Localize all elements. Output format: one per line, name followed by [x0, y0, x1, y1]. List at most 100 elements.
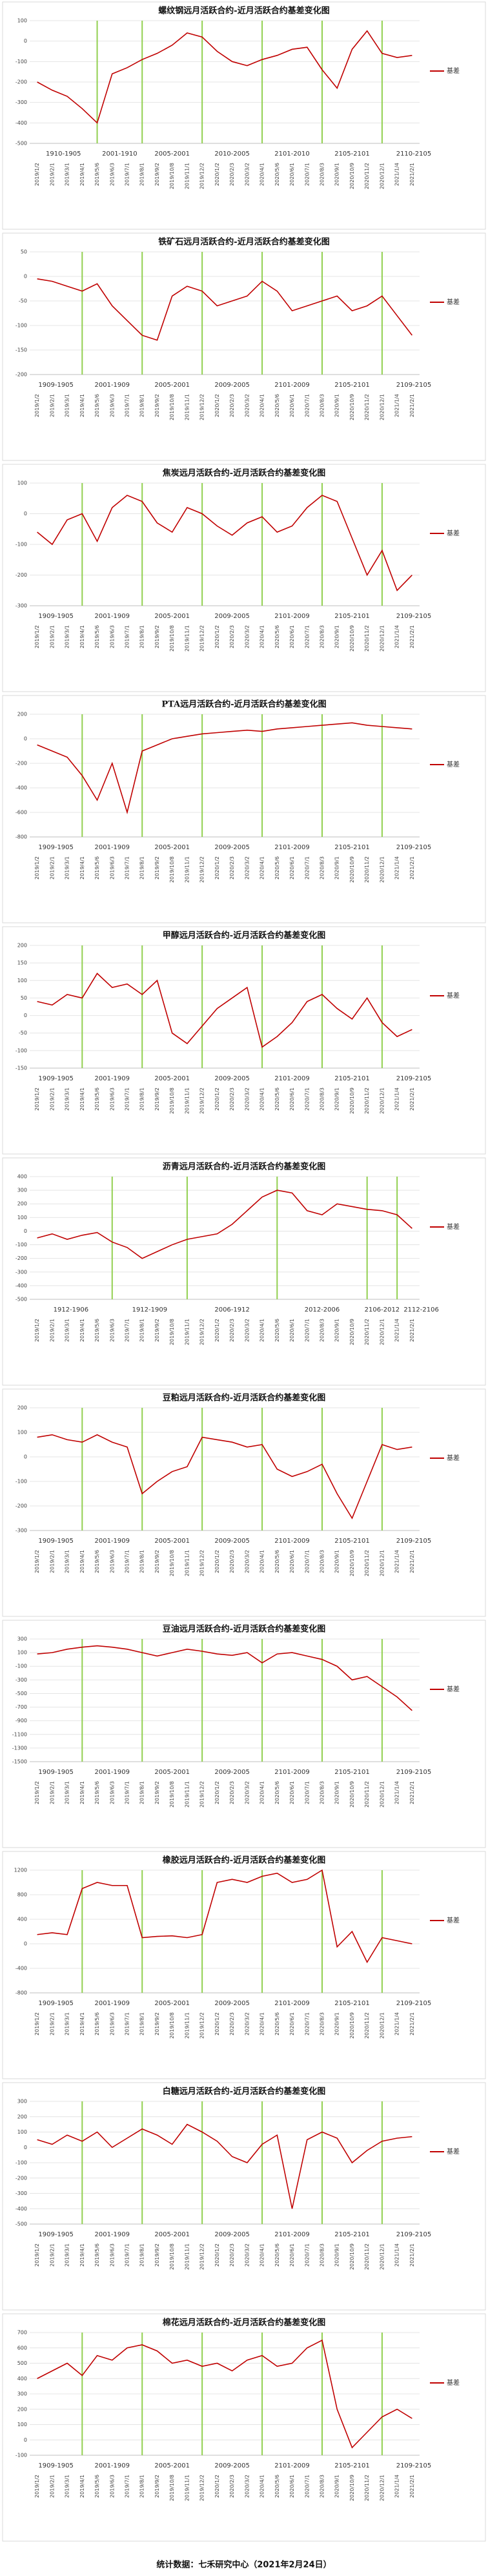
- x-tick-label: 2019/8/1: [139, 2243, 145, 2267]
- x-tick-label: 2020/4/1: [259, 625, 265, 648]
- x-tick-label: 2019/11/1: [184, 856, 190, 883]
- data-line: [37, 2339, 412, 2449]
- x-tick-label: 2019/9/2: [154, 2475, 160, 2498]
- x-tick-label: 2019/7/1: [125, 1781, 130, 1804]
- x-tick-label: 2020/11/2: [364, 1550, 370, 1576]
- x-tick-label: 2019/1/2: [34, 163, 40, 186]
- x-tick-label: 2020/8/3: [320, 1550, 325, 1573]
- y-tick-label: -1300: [12, 1745, 27, 1751]
- x-tick-label: 2019/11/1: [184, 1781, 190, 1808]
- period-label: 2009-2005: [214, 1769, 250, 1776]
- x-tick-label: 2019/8/1: [139, 2012, 145, 2035]
- footer: 统计数据：七禾研究中心（2021年2月24日）: [156, 2560, 331, 2570]
- legend-label: 基差: [447, 67, 460, 75]
- x-tick-label: 2019/10/8: [169, 856, 175, 883]
- period-label: 2101-2009: [274, 382, 310, 389]
- legend-label: 基差: [447, 1222, 460, 1231]
- period-label: 2105-2101: [334, 844, 370, 851]
- x-tick-label: 2020/4/1: [259, 2012, 265, 2035]
- x-tick-label: 2019/2/1: [49, 2243, 55, 2267]
- x-tick-label: 2020/3/2: [244, 163, 250, 186]
- x-tick-label: 2020/12/1: [379, 2475, 385, 2501]
- x-tick-label: 2019/5/6: [94, 1781, 100, 1804]
- y-tick-label: 100: [17, 2129, 27, 2135]
- x-tick-label: 2019/3/1: [65, 1087, 70, 1111]
- period-label: 2109-2105: [396, 1538, 432, 1545]
- period-label: 2009-2005: [214, 1075, 250, 1082]
- period-label: 2109-2105: [396, 382, 432, 389]
- x-tick-label: 2021/2/1: [409, 1087, 415, 1111]
- x-tick-label: 2021/2/1: [409, 163, 415, 186]
- y-tick-label: -500: [15, 1691, 27, 1696]
- x-tick-label: 2020/6/1: [289, 1550, 295, 1573]
- x-tick-label: 2020/3/2: [244, 2243, 250, 2267]
- period-label: 2001-1909: [95, 2231, 130, 2238]
- x-tick-label: 2019/3/1: [65, 1781, 70, 1804]
- period-label: 1909-1905: [38, 382, 74, 389]
- x-tick-label: 2020/8/3: [320, 1781, 325, 1804]
- period-label: 2009-2005: [214, 844, 250, 851]
- x-tick-label: 2019/5/6: [94, 2475, 100, 2498]
- x-tick-label: 2020/2/3: [229, 2475, 235, 2498]
- x-tick-label: 2020/7/1: [304, 2243, 310, 2267]
- x-tick-label: 2020/2/3: [229, 2012, 235, 2035]
- y-tick-label: 400: [17, 2376, 27, 2382]
- x-tick-label: 2020/5/6: [274, 2012, 280, 2035]
- x-tick-label: 2020/1/2: [214, 2012, 220, 2035]
- y-tick-label: -200: [15, 761, 27, 767]
- x-tick-label: 2019/9/2: [154, 163, 160, 186]
- chart-frame: [2, 926, 486, 1155]
- period-label: 2101-2009: [274, 2462, 310, 2469]
- y-tick-label: 0: [24, 274, 27, 280]
- x-tick-label: 2020/3/2: [244, 2012, 250, 2035]
- x-tick-label: 2020/11/2: [364, 856, 370, 883]
- x-tick-label: 2019/3/1: [65, 2475, 70, 2498]
- x-tick-label: 2020/4/1: [259, 1087, 265, 1111]
- x-tick-label: 2019/6/3: [109, 163, 115, 186]
- y-tick-label: -400: [15, 785, 27, 791]
- x-tick-label: 2019/5/6: [94, 2243, 100, 2267]
- x-tick-label: 2020/9/1: [334, 2243, 340, 2267]
- x-tick-label: 2020/10/9: [349, 163, 355, 189]
- x-tick-label: 2019/5/6: [94, 625, 100, 648]
- period-label: 2005-2001: [154, 1769, 190, 1776]
- x-tick-label: 2020/10/9: [349, 1781, 355, 1808]
- period-label: 2005-2001: [154, 150, 190, 158]
- x-tick-label: 2020/3/2: [244, 394, 250, 417]
- x-tick-label: 2020/6/1: [289, 2475, 295, 2498]
- chart-frame: [2, 1157, 486, 1386]
- x-tick-label: 2019/7/1: [125, 856, 130, 880]
- period-label: 2001-1909: [95, 2000, 130, 2007]
- x-tick-label: 2019/12/2: [199, 394, 205, 420]
- chart-frame: [2, 1388, 486, 1617]
- x-tick-label: 2019/2/1: [49, 1319, 55, 1342]
- y-tick-label: 300: [17, 2391, 27, 2397]
- data-line: [37, 1190, 412, 1259]
- period-label: 2109-2105: [396, 2462, 432, 2469]
- x-tick-label: 2020/3/2: [244, 2475, 250, 2498]
- period-label: 2101-2009: [274, 844, 310, 851]
- period-label: 2009-2005: [214, 382, 250, 389]
- x-tick-label: 2019/7/1: [125, 625, 130, 648]
- x-tick-label: 2020/10/9: [349, 1087, 355, 1114]
- period-label: 2109-2105: [396, 2231, 432, 2238]
- y-tick-label: 200: [17, 712, 27, 717]
- data-line: [37, 2123, 412, 2209]
- y-tick-label: 800: [17, 1892, 27, 1898]
- x-tick-label: 2020/8/3: [320, 2475, 325, 2498]
- period-label: 2009-2005: [214, 2000, 250, 2007]
- x-tick-label: 2020/8/3: [320, 856, 325, 880]
- y-tick-label: -300: [15, 1677, 27, 1683]
- legend-label: 基差: [447, 1916, 460, 1924]
- y-tick-label: 500: [17, 2360, 27, 2366]
- x-tick-label: 2020/7/1: [304, 1781, 310, 1804]
- x-tick-label: 2020/12/1: [379, 1550, 385, 1576]
- y-tick-label: -500: [15, 1297, 27, 1303]
- legend-label: 基差: [447, 2147, 460, 2156]
- x-tick-label: 2019/10/8: [169, 1319, 175, 1345]
- period-label: 2101-2010: [274, 150, 310, 158]
- y-tick-label: -150: [15, 1066, 27, 1071]
- y-tick-label: 200: [17, 2406, 27, 2412]
- x-tick-label: 2020/7/1: [304, 163, 310, 186]
- x-tick-label: 2020/10/9: [349, 2243, 355, 2270]
